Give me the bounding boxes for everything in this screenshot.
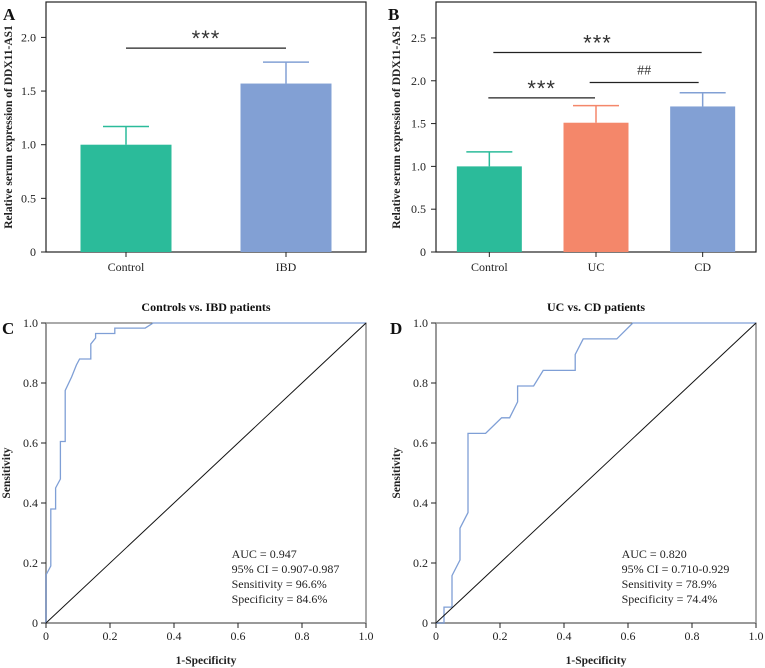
y-tick-label: 1.0 — [21, 138, 36, 152]
bar-control — [80, 144, 172, 252]
roc-curve — [436, 322, 756, 624]
panel-b: B 0 0.5 1.0 1.5 2.0 2.5 Relative serum expressi… — [388, 1, 757, 274]
x-axis-label: 1-Specificity — [176, 655, 237, 667]
y-tick-label: 0.4 — [23, 496, 38, 510]
y-tick-label: 0.5 — [411, 202, 426, 216]
x-tick-label: UC — [588, 260, 605, 274]
y-tick-label: 1.5 — [21, 84, 36, 98]
y-tick-label: 0 — [422, 616, 428, 630]
x-tick-label: 0.6 — [621, 629, 636, 643]
y-tick-label: 2.0 — [21, 30, 36, 44]
x-tick-label: IBD — [276, 260, 297, 274]
panel-d: D UC vs. CD patients 00 0.2 0.2 0.4 0.4 0.6 0.6 0… — [390, 300, 764, 667]
reference-line — [435, 322, 757, 624]
bar-uc — [563, 122, 629, 252]
y-tick-label: 2.0 — [411, 74, 426, 88]
y-axis-label: Sensitivity — [391, 447, 403, 498]
y-tick-label: 0 — [30, 245, 36, 259]
stat-specificity: Specificity = 84.6% — [232, 592, 328, 606]
x-tick-label: 0.4 — [557, 629, 572, 643]
panel-letter: A — [3, 5, 16, 24]
panel-letter: B — [388, 5, 399, 24]
x-tick-label: 0.4 — [167, 629, 182, 643]
panel-letter: D — [390, 319, 402, 338]
x-tick-label: 1.0 — [359, 629, 374, 643]
stat-auc: AUC = 0.947 — [232, 547, 297, 561]
x-tick-label: Control — [471, 260, 508, 274]
plot-frame — [45, 1, 367, 253]
y-tick-label: 2.5 — [411, 31, 426, 45]
y-tick-label: 0.8 — [23, 376, 38, 390]
x-tick-label: 0.8 — [295, 629, 310, 643]
x-tick-label: 0.6 — [231, 629, 246, 643]
stat-ci: 95% CI = 0.907-0.987 — [232, 562, 340, 576]
panel-letter: C — [2, 319, 14, 338]
y-tick-label: 1.0 — [23, 316, 38, 330]
reference-line — [45, 322, 367, 624]
y-tick-label: 0.6 — [23, 436, 38, 450]
stat-sensitivity: Sensitivity = 78.9% — [622, 577, 717, 591]
x-tick-label: Control — [108, 260, 145, 274]
chart-title: UC vs. CD patients — [547, 300, 645, 314]
x-tick-label: 1.0 — [749, 629, 764, 643]
stat-specificity: Specificity = 74.4% — [622, 592, 718, 606]
stat-ci: 95% CI = 0.710-0.929 — [622, 562, 730, 576]
significance-label: *** — [527, 76, 556, 101]
x-tick-label: 0.2 — [103, 629, 118, 643]
y-tick-label: 0.2 — [413, 556, 428, 570]
stat-auc: AUC = 0.820 — [622, 547, 687, 561]
x-tick-label: 0.8 — [685, 629, 700, 643]
y-tick-label: 0 — [32, 616, 38, 630]
panel-c: C Controls vs. IBD patients 00 0.2 0.2 0.4 0.4… — [1, 300, 374, 667]
x-tick-label: CD — [694, 260, 711, 274]
bar-ibd — [240, 83, 332, 252]
y-tick-label: 0.8 — [413, 376, 428, 390]
bar-control — [456, 166, 522, 252]
y-axis-label: Relative serum expression of DDX11-AS1 — [3, 25, 15, 229]
y-tick-label: 0.5 — [21, 191, 36, 205]
roc-curve — [45, 322, 366, 623]
y-tick-label: 1.5 — [411, 117, 426, 131]
y-tick-label: 0.4 — [413, 496, 428, 510]
y-tick-label: 0.2 — [23, 556, 38, 570]
x-axis-label: 1-Specificity — [566, 655, 627, 667]
bar-cd — [670, 106, 736, 252]
stat-sensitivity: Sensitivity = 96.6% — [232, 577, 327, 591]
panel-a: A 0 0.5 1.0 1.5 2.0 Relative serum expression … — [3, 1, 367, 274]
significance-label: ## — [637, 63, 651, 78]
y-axis-label: Sensitivity — [1, 447, 13, 498]
x-tick-label: 0 — [433, 629, 439, 643]
chart-title: Controls vs. IBD patients — [141, 300, 270, 314]
y-axis-label: Relative serum expression of DDX11-AS1 — [391, 25, 403, 229]
x-tick-label: 0.2 — [493, 629, 508, 643]
y-tick-label: 0.6 — [413, 436, 428, 450]
significance-label: *** — [192, 26, 221, 51]
x-tick-label: 0 — [43, 629, 49, 643]
y-tick-label: 1.0 — [411, 159, 426, 173]
y-tick-label: 0 — [420, 245, 426, 259]
significance-label: *** — [583, 31, 612, 56]
y-tick-label: 1.0 — [413, 316, 428, 330]
